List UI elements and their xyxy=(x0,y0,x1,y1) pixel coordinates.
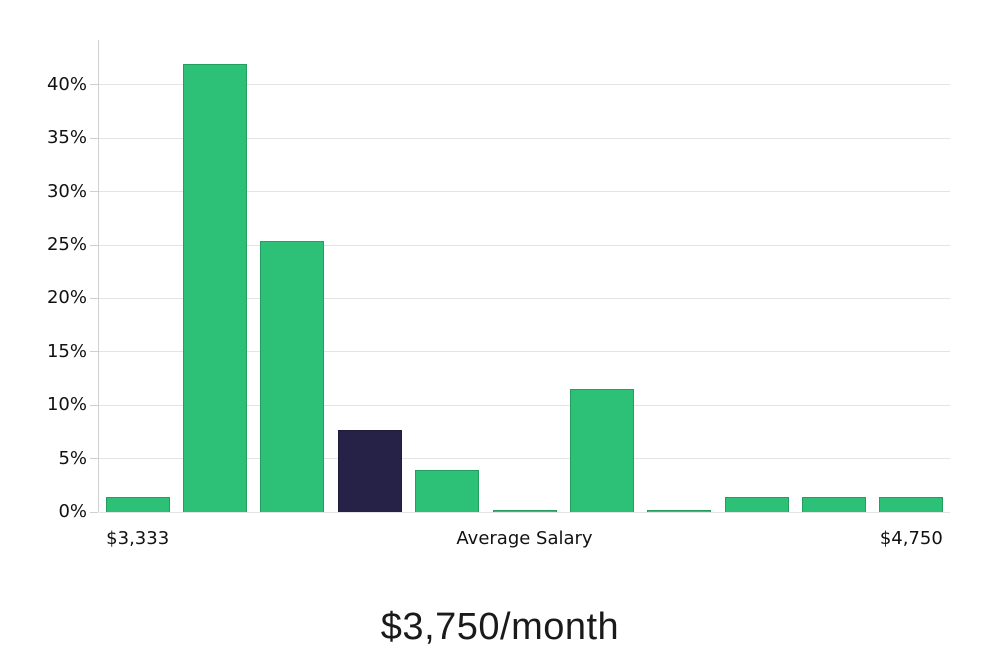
plot-area: 0% 5% 10% 15% 20% 25% 30% 35% 40% xyxy=(47,40,950,521)
y-tick-label-30%: 30% xyxy=(46,180,87,202)
histogram-bar xyxy=(569,389,634,512)
y-tick-mark-35% xyxy=(90,137,98,139)
histogram-bar xyxy=(879,497,944,512)
gridline-40% xyxy=(99,84,950,86)
y-tick-mark-30% xyxy=(90,191,98,193)
y-tick-mark-0% xyxy=(90,511,98,513)
y-tick-mark-5% xyxy=(90,458,98,460)
y-tick-label-0%: 0% xyxy=(58,501,87,522)
y-tick-label-10%: 10% xyxy=(46,394,87,416)
histogram-bar xyxy=(260,240,325,512)
gridline-10% xyxy=(99,404,950,406)
y-tick-label-15%: 15% xyxy=(46,340,87,362)
y-tick-mark-10% xyxy=(90,404,98,406)
histogram-bar xyxy=(724,497,789,512)
gridline-20% xyxy=(99,297,950,299)
gridline-30% xyxy=(99,191,950,193)
x-axis-labels: $3,333 Average Salary $4,750 xyxy=(99,528,950,554)
y-tick-label-5%: 5% xyxy=(58,447,87,469)
histogram-bar xyxy=(415,470,480,512)
gridline-25% xyxy=(99,244,950,246)
histogram-bar xyxy=(183,63,248,512)
gridline-5% xyxy=(99,458,950,460)
y-tick-mark-20% xyxy=(90,297,98,299)
x-label-max-salary: $4,750 xyxy=(879,528,943,549)
histogram-bar xyxy=(647,509,712,512)
gridline-15% xyxy=(99,351,950,353)
histogram-bar xyxy=(492,509,557,512)
y-tick-label-20%: 20% xyxy=(46,287,87,309)
histogram-bar xyxy=(105,497,170,512)
histogram-bar-highlighted xyxy=(337,429,402,512)
y-tick-label-35%: 35% xyxy=(46,127,87,149)
salary-histogram-chart: 0% 5% 10% 15% 20% 25% 30% 35% 40% $3,333 Average… xyxy=(47,40,950,554)
gridline-35% xyxy=(99,137,950,139)
y-tick-mark-15% xyxy=(90,351,98,353)
y-axis-line xyxy=(98,40,99,512)
y-tick-label-25%: 25% xyxy=(46,234,87,256)
y-tick-label-40%: 40% xyxy=(46,73,87,95)
average-salary-caption: $3,750/month xyxy=(380,606,620,648)
histogram-bar xyxy=(801,497,866,512)
y-tick-mark-25% xyxy=(90,244,98,246)
y-tick-mark-40% xyxy=(90,84,98,86)
x-label-average-salary: Average Salary xyxy=(456,528,593,549)
x-label-min-salary: $3,333 xyxy=(106,528,170,549)
gridline-0% xyxy=(99,511,950,513)
